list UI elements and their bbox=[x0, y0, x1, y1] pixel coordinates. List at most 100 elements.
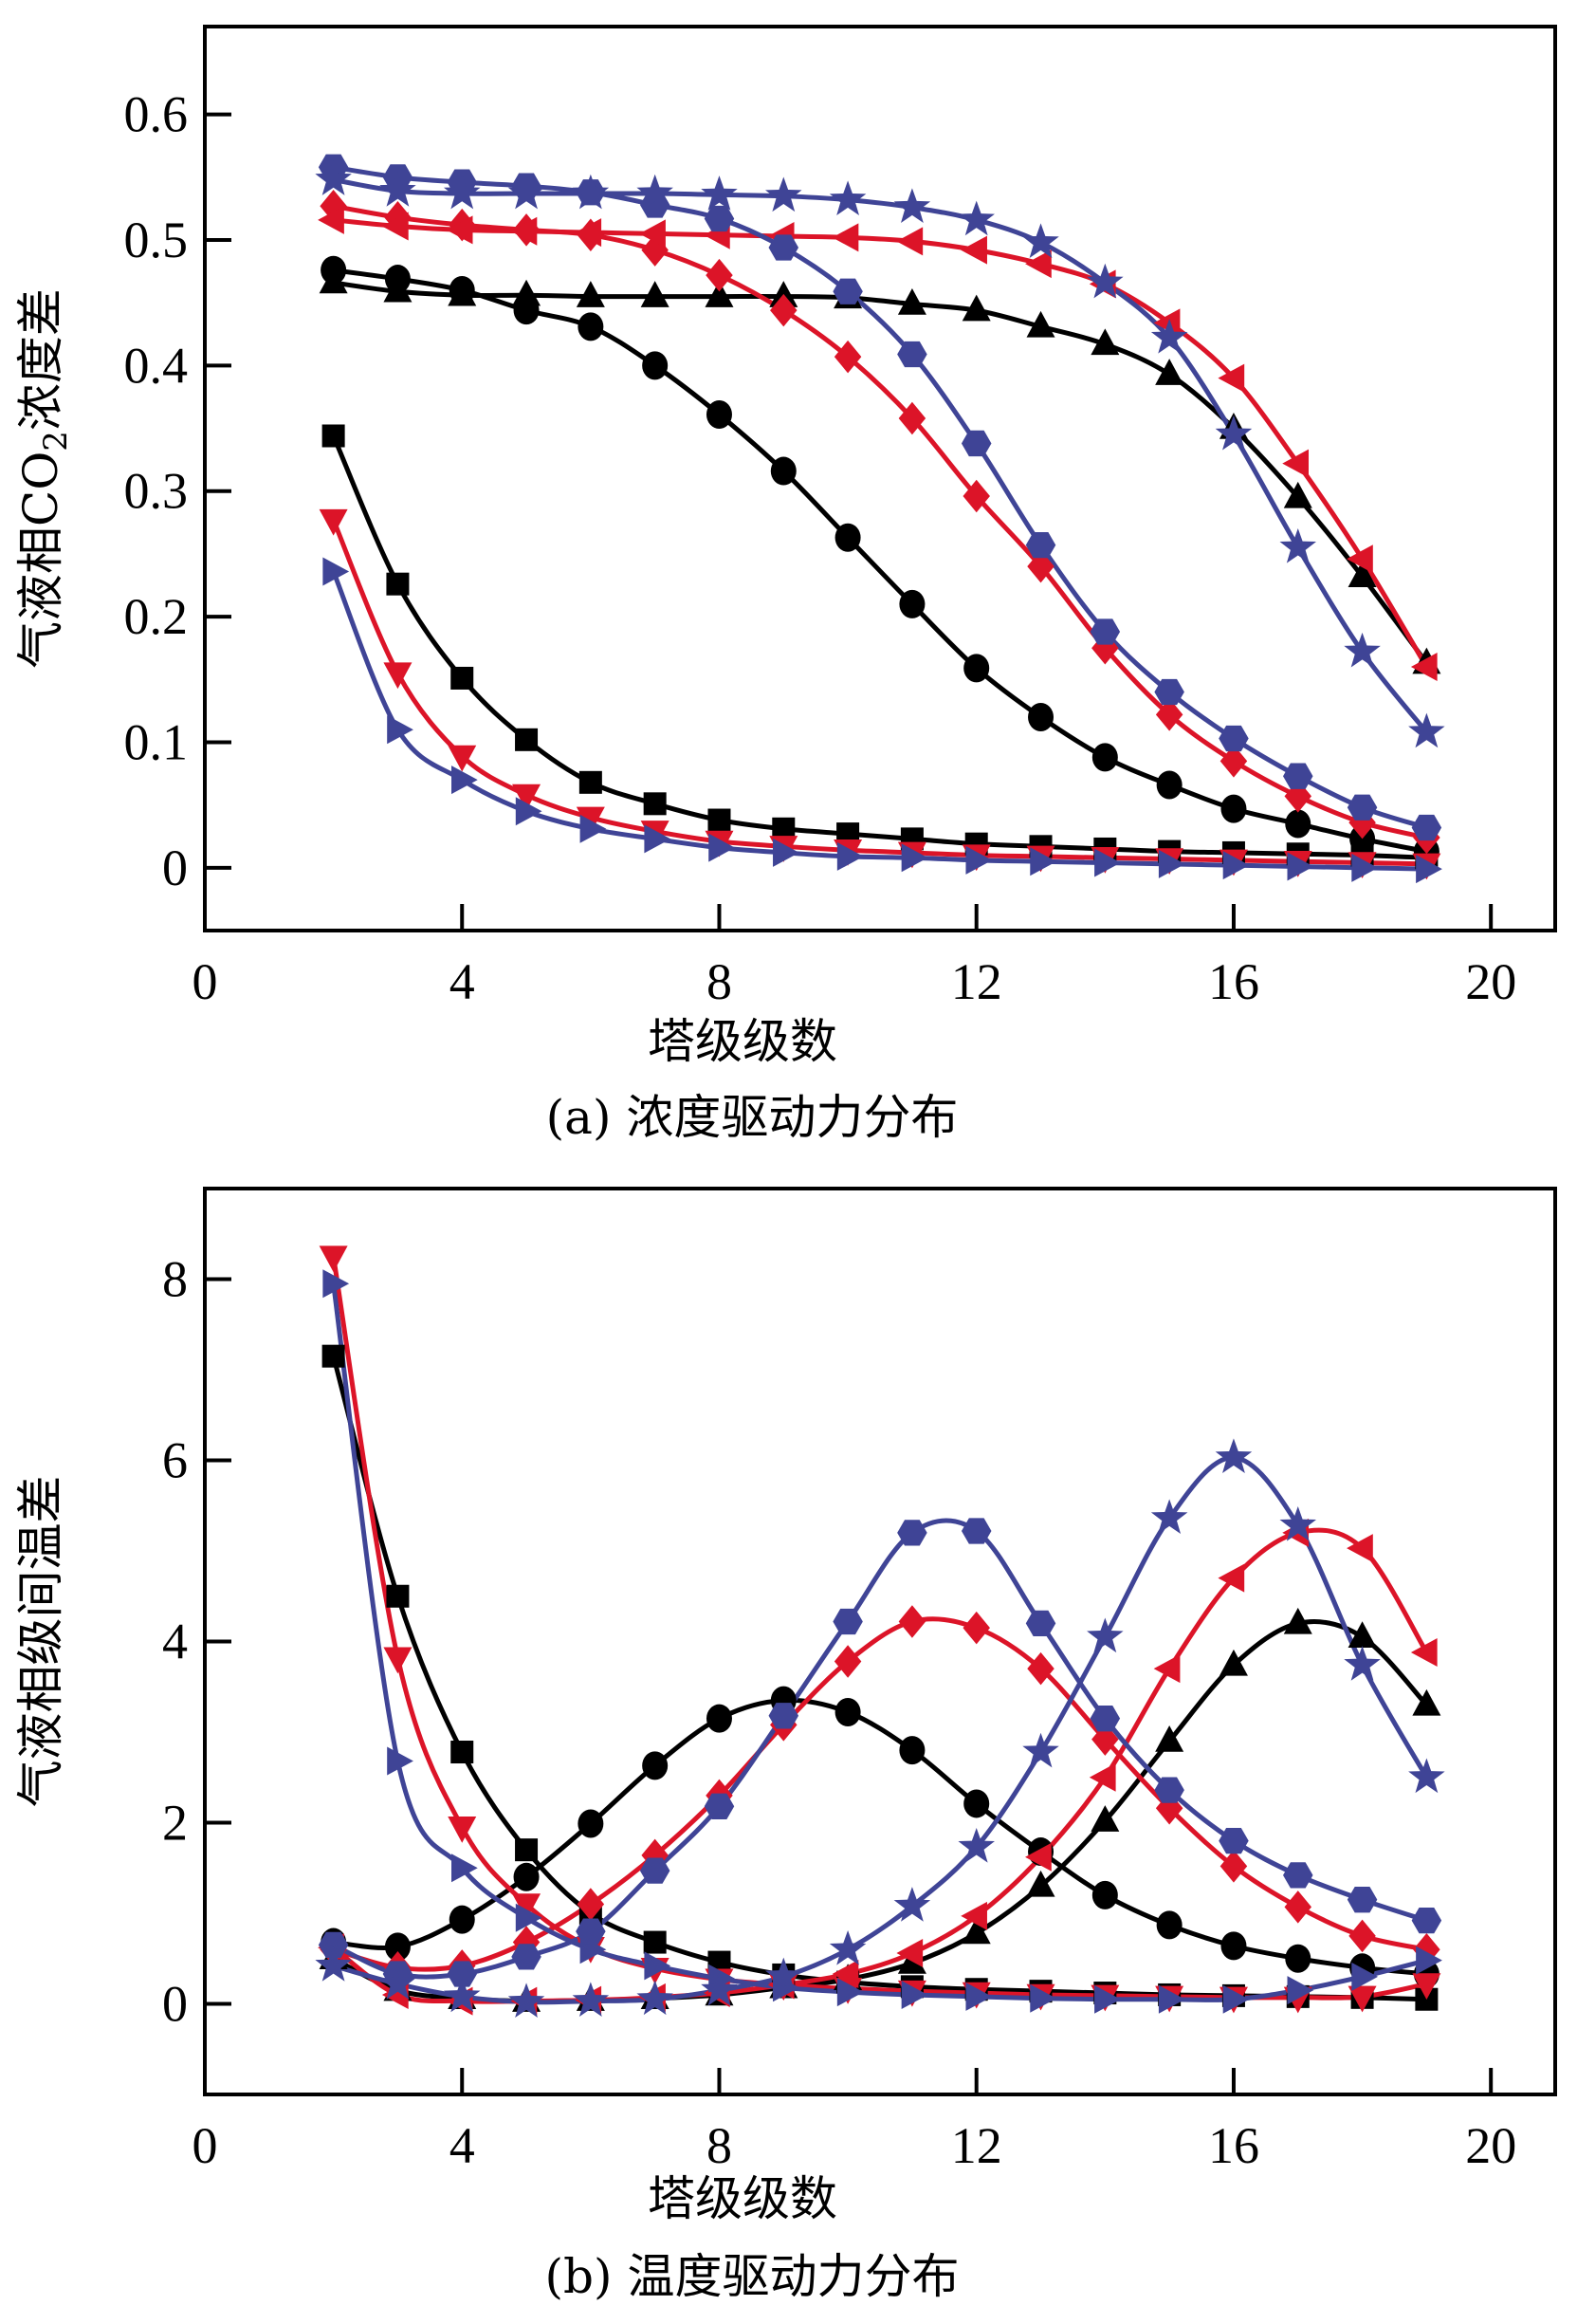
chart-a-point-black-circle bbox=[1285, 809, 1311, 839]
chart-b-point-black-square bbox=[321, 1344, 345, 1368]
chart-b-point-blue-triangle-right bbox=[515, 1903, 542, 1932]
chart-a-point-black-circle bbox=[834, 523, 861, 552]
chart-a-point-red-triangle-left bbox=[446, 215, 473, 245]
chart-b-point-blue-star bbox=[1150, 1499, 1188, 1535]
chart-b-point-black-circle bbox=[1220, 1931, 1247, 1961]
chart-b-series-line-black-square bbox=[331, 1356, 1427, 2002]
chart-b-point-red-diamond bbox=[898, 1605, 926, 1638]
chart-a-point-red-triangle-left bbox=[1282, 449, 1310, 478]
chart-a-point-black-square bbox=[450, 666, 474, 690]
chart-b-series-markers-red-triangle-down bbox=[319, 1245, 1441, 2014]
chart-a-plot-layer bbox=[315, 154, 1445, 884]
chart-a-point-blue-hexagon bbox=[1347, 794, 1378, 821]
chart-b-point-blue-triangle-right bbox=[1416, 1946, 1442, 1975]
chart-a-point-blue-star bbox=[701, 175, 738, 211]
chart-b-point-red-triangle-left bbox=[1347, 1534, 1373, 1563]
chart-a-point-blue-star bbox=[1344, 632, 1381, 668]
chart-a-point-blue-hexagon bbox=[1219, 725, 1249, 752]
chart-b-point-blue-triangle-right bbox=[1351, 1962, 1379, 1991]
chart-a-point-blue-triangle-right bbox=[965, 845, 993, 875]
chart-a-point-red-diamond bbox=[1155, 698, 1183, 731]
chart-b-point-blue-hexagon bbox=[447, 1961, 477, 1987]
chart-a-point-black-circle bbox=[1156, 770, 1183, 800]
chart-a-point-black-triangle-up bbox=[448, 279, 477, 306]
chart-a-point-red-triangle-left bbox=[639, 219, 666, 249]
chart-b-point-blue-hexagon bbox=[1090, 1706, 1121, 1732]
chart-b-x-tick-label: 0 bbox=[193, 2117, 218, 2174]
chart-b-point-blue-triangle-right bbox=[322, 1269, 350, 1299]
chart-a-ticks: 0 4 8 12 16 20 0 0.1 0.2 0.3 0.4 0.5 0.6 bbox=[124, 86, 1517, 1010]
chart-b-point-red-triangle-left bbox=[961, 1901, 987, 1930]
chart-b-point-blue-triangle-right bbox=[901, 1980, 928, 2009]
chart-a-point-red-triangle-down bbox=[448, 745, 477, 772]
chart-a-y-tick-label: 0.3 bbox=[124, 463, 189, 520]
chart-a-series-markers-blue-star bbox=[315, 160, 1445, 748]
chart-b-point-blue-triangle-right bbox=[450, 1854, 478, 1883]
chart-b-y-axis-title-main: 气液相级间温差 bbox=[13, 1476, 68, 1808]
chart-a-series-line-black-circle bbox=[333, 267, 1427, 855]
chart-a-point-black-triangle-up bbox=[897, 288, 926, 315]
chart-b-point-red-triangle-left bbox=[832, 1959, 859, 1988]
chart-a-y-axis-title-tail: 浓度差 bbox=[13, 288, 68, 431]
chart-a-x-tick-label: 16 bbox=[1208, 953, 1259, 1010]
chart-b-point-red-triangle-left bbox=[1410, 1637, 1438, 1667]
chart-a-point-red-triangle-left bbox=[832, 223, 859, 252]
chart-a-caption: (a) 浓度驱动力分布 bbox=[546, 1090, 959, 1145]
chart-b-y-tick-label: 2 bbox=[162, 1795, 188, 1852]
chart-a-point-red-diamond bbox=[963, 479, 990, 513]
chart-b-point-red-diamond bbox=[577, 1888, 605, 1921]
chart-b-point-black-triangle-up bbox=[1026, 1870, 1055, 1897]
chart-a-series-markers-red-triangle-left bbox=[318, 205, 1438, 682]
chart-a-point-black-square bbox=[515, 728, 539, 751]
chart-b-point-black-circle bbox=[1156, 1910, 1183, 1940]
chart-a-point-red-triangle-down bbox=[319, 508, 348, 536]
chart-a-point-black-triangle-up bbox=[1348, 561, 1377, 587]
chart-a-point-red-triangle-left bbox=[1025, 249, 1052, 279]
chart-a-point-blue-triangle-right bbox=[644, 824, 671, 854]
chart-a-point-blue-triangle-right bbox=[322, 557, 350, 586]
chart-a-point-blue-star bbox=[829, 180, 867, 216]
chart-b-point-blue-star bbox=[1279, 1506, 1317, 1541]
chart-a-point-blue-triangle-right bbox=[579, 814, 607, 843]
chart-b-point-black-square bbox=[515, 1838, 539, 1862]
chart-a-point-black-triangle-up bbox=[383, 275, 413, 303]
chart-b-series-markers-red-triangle-left bbox=[318, 1518, 1438, 2016]
chart-b-point-red-diamond bbox=[1219, 1850, 1248, 1883]
chart-b-point-blue-hexagon bbox=[768, 1703, 799, 1729]
chart-a-point-black-circle bbox=[770, 456, 797, 486]
chart-a-point-blue-triangle-right bbox=[1222, 851, 1250, 880]
chart-a-point-red-triangle-down bbox=[576, 806, 605, 834]
chart-a-point-black-circle bbox=[578, 312, 604, 341]
chart-b-point-black-circle bbox=[384, 1932, 411, 1962]
chart-b-point-red-triangle-left bbox=[1153, 1654, 1181, 1684]
chart-b-point-blue-triangle-right bbox=[1030, 1983, 1057, 2013]
chart-a-point-red-diamond bbox=[834, 340, 862, 374]
chart-a: 0 4 8 12 16 20 0 0.1 0.2 0.3 0.4 0.5 0.6 塔级级数 气液相CO2… bbox=[13, 25, 1557, 1145]
chart-a-series-line-red-triangle-left bbox=[333, 217, 1429, 669]
chart-a-point-blue-triangle-right bbox=[1030, 847, 1057, 876]
chart-b-point-black-circle bbox=[899, 1736, 926, 1765]
chart-b-point-blue-star bbox=[765, 1957, 802, 1993]
chart-a-y-axis-title-main: 气液相CO bbox=[13, 452, 68, 669]
chart-a-point-blue-hexagon bbox=[833, 278, 863, 304]
chart-a-point-blue-star bbox=[893, 188, 931, 223]
chart-b-point-black-circle bbox=[642, 1751, 669, 1780]
chart-b-point-blue-star bbox=[636, 1980, 673, 2016]
chart-a-y-tick-label: 0.4 bbox=[124, 337, 189, 394]
chart-b-series-markers-black-triangle-up bbox=[319, 1607, 1441, 2012]
chart-a-point-blue-triangle-right bbox=[708, 833, 735, 862]
chart-b-point-blue-star bbox=[1408, 1758, 1445, 1794]
chart-b-point-red-triangle-left bbox=[1089, 1762, 1116, 1792]
chart-a-point-red-diamond bbox=[898, 401, 926, 435]
chart-b-point-red-triangle-left bbox=[896, 1939, 924, 1968]
chart-b-point-blue-hexagon bbox=[318, 1931, 349, 1959]
chart-a-panel: 0 4 8 12 16 20 0 0.1 0.2 0.3 0.4 0.5 0.6 塔级级数 气液相CO2… bbox=[13, 25, 1557, 1145]
chart-b-point-blue-hexagon bbox=[1283, 1862, 1313, 1889]
chart-a-point-blue-star bbox=[765, 176, 802, 212]
chart-b-point-blue-triangle-right bbox=[1287, 1976, 1314, 2005]
chart-a-point-black-square bbox=[578, 770, 602, 794]
chart-a-point-black-triangle-up bbox=[576, 281, 605, 307]
chart-a-point-blue-star bbox=[636, 174, 673, 210]
chart-a-point-blue-hexagon bbox=[961, 430, 992, 457]
chart-a-point-red-diamond bbox=[770, 293, 798, 327]
